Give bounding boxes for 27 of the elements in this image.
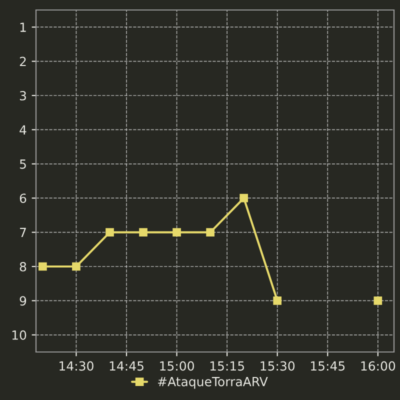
x-tick-label: 15:30 [260, 361, 295, 371]
point [106, 228, 114, 236]
point [374, 296, 382, 305]
x-tick-label: 14:45 [110, 361, 144, 371]
point [72, 262, 80, 271]
x-tick-label: 15:00 [160, 361, 194, 371]
y-tick-label: 4 [20, 125, 26, 134]
x-tick-label: 14:30 [60, 361, 94, 371]
y-tick-label: 9 [20, 296, 26, 306]
y-tick-label: 8 [20, 262, 26, 272]
point [240, 194, 248, 202]
point [38, 262, 47, 271]
y-tick-label: 3 [20, 90, 26, 100]
y-tick-label: 5 [20, 160, 26, 169]
legend-label: #AtaqueTorraARV [158, 377, 268, 389]
x-tick-label: 15:15 [210, 361, 244, 371]
point [206, 228, 214, 236]
y-tick-label: 7 [20, 228, 26, 238]
y-tick-label: 1 [20, 22, 26, 32]
y-tick-label: 2 [20, 56, 26, 66]
point [273, 296, 282, 305]
point [139, 228, 148, 236]
x-tick-label: 16:00 [361, 361, 396, 371]
point [172, 228, 181, 236]
x-tick-label: 15:45 [310, 361, 345, 371]
y-tick-label: 10 [12, 330, 26, 340]
y-tick-label: 6 [20, 194, 26, 204]
